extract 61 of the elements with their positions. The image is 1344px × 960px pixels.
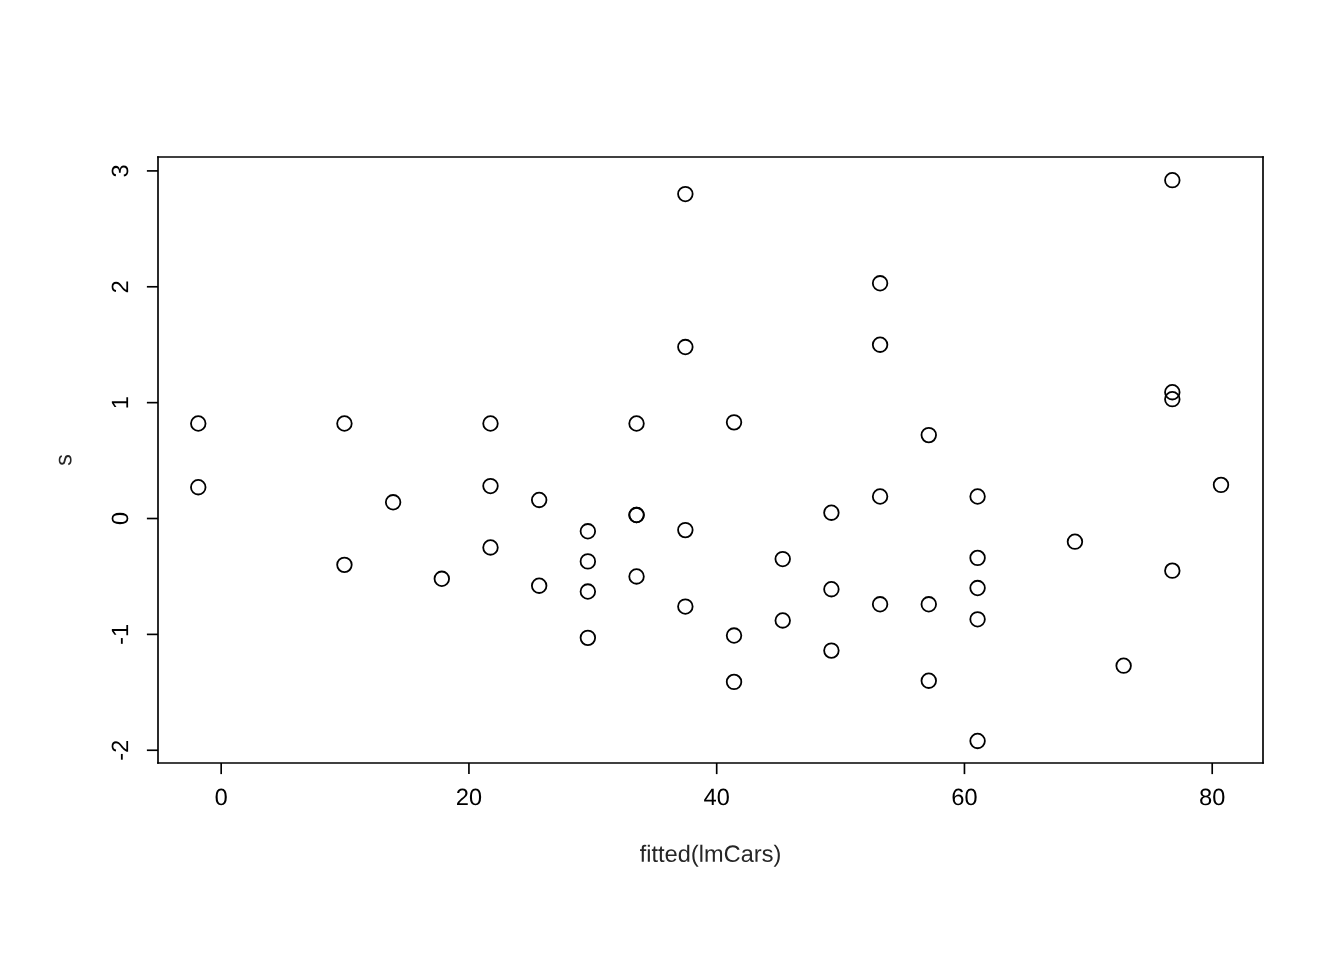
point <box>190 415 207 432</box>
point <box>579 583 597 600</box>
point <box>628 415 645 432</box>
point <box>1115 657 1132 674</box>
point <box>1164 171 1181 189</box>
point <box>530 577 548 594</box>
point <box>579 629 597 647</box>
point <box>969 732 986 750</box>
point <box>725 627 743 644</box>
point <box>190 479 207 496</box>
point <box>920 596 937 613</box>
y-tick-label: 2 <box>111 281 129 293</box>
y-tick-label: 0 <box>111 512 129 525</box>
y-tick-label: 3 <box>111 165 129 177</box>
y-tick-label: -2 <box>111 740 129 760</box>
point <box>482 539 499 556</box>
point <box>677 185 694 203</box>
point <box>677 521 694 539</box>
y-axis-title: s <box>58 454 72 466</box>
x-tick-label: 40 <box>704 788 729 806</box>
point <box>1164 562 1181 579</box>
point <box>725 414 743 431</box>
x-tick-label: 0 <box>215 788 227 806</box>
point <box>920 426 937 444</box>
point <box>774 550 791 568</box>
point <box>725 673 743 691</box>
point <box>969 579 986 597</box>
point <box>482 415 499 432</box>
point <box>336 415 353 432</box>
point <box>579 523 597 540</box>
y-tick-label: -1 <box>111 625 129 644</box>
x-tick-label: 20 <box>456 788 482 806</box>
point <box>823 504 840 521</box>
point <box>677 338 694 356</box>
point <box>482 477 499 495</box>
point <box>384 494 402 511</box>
point <box>823 581 840 598</box>
point <box>628 568 645 585</box>
point <box>920 672 937 689</box>
point <box>1164 384 1181 401</box>
point <box>871 596 889 613</box>
point <box>1164 390 1181 408</box>
point <box>871 275 889 292</box>
point <box>433 570 450 587</box>
x-tick-label: 60 <box>952 788 977 806</box>
y-tick-label: 1 <box>111 397 129 408</box>
point <box>1212 476 1230 494</box>
x-axis-title: fitted(lmCars) <box>640 844 780 867</box>
point <box>871 336 889 353</box>
point <box>969 549 986 567</box>
point <box>677 598 694 615</box>
point <box>969 611 986 628</box>
point <box>336 556 353 574</box>
x-tick-label: 80 <box>1200 788 1225 806</box>
point <box>530 491 548 509</box>
point <box>969 488 986 505</box>
point <box>1066 533 1084 550</box>
point <box>579 553 597 570</box>
point <box>774 612 791 629</box>
point <box>823 642 840 659</box>
point <box>871 488 889 505</box>
